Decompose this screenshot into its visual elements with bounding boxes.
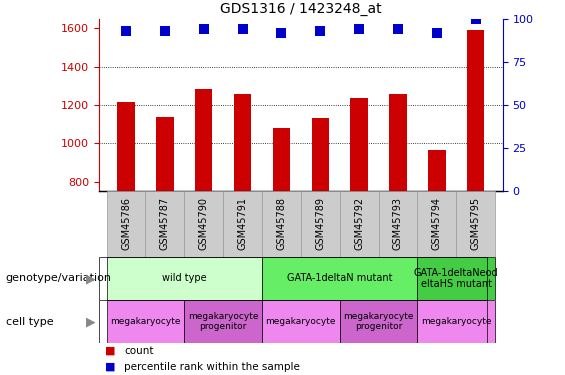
- Text: GSM45792: GSM45792: [354, 196, 364, 250]
- Text: megakaryocyte
progenitor: megakaryocyte progenitor: [344, 312, 414, 331]
- Text: percentile rank within the sample: percentile rank within the sample: [124, 362, 300, 372]
- Text: ■: ■: [105, 362, 115, 372]
- Bar: [301, 191, 340, 257]
- Bar: [428, 150, 446, 191]
- Bar: [418, 191, 457, 257]
- Text: GSM45791: GSM45791: [238, 196, 247, 249]
- Text: GSM45795: GSM45795: [471, 196, 481, 250]
- Text: ▶: ▶: [86, 272, 96, 285]
- Text: GSM45786: GSM45786: [121, 196, 131, 249]
- Bar: [195, 89, 212, 191]
- Point: [471, 16, 480, 22]
- Text: count: count: [124, 346, 154, 356]
- Bar: [379, 191, 418, 257]
- Text: wild type: wild type: [162, 273, 207, 284]
- Text: GSM45788: GSM45788: [276, 196, 286, 249]
- Bar: [107, 257, 262, 300]
- Point: [432, 30, 441, 36]
- Text: megakaryocyte: megakaryocyte: [110, 317, 181, 326]
- Text: GATA-1deltaNeod
eltaHS mutant: GATA-1deltaNeod eltaHS mutant: [414, 268, 498, 289]
- Bar: [350, 98, 368, 191]
- Bar: [262, 191, 301, 257]
- Text: megakaryocyte: megakaryocyte: [266, 317, 336, 326]
- Text: ■: ■: [105, 346, 115, 356]
- Point: [199, 26, 208, 32]
- Title: GDS1316 / 1423248_at: GDS1316 / 1423248_at: [220, 2, 382, 16]
- Point: [277, 30, 286, 36]
- Text: GSM45794: GSM45794: [432, 196, 442, 249]
- Bar: [389, 93, 407, 191]
- Bar: [418, 300, 495, 343]
- Point: [316, 28, 325, 34]
- Bar: [311, 118, 329, 191]
- Text: GSM45787: GSM45787: [160, 196, 170, 250]
- Bar: [262, 300, 340, 343]
- Bar: [118, 102, 135, 191]
- Text: megakaryocyte
progenitor: megakaryocyte progenitor: [188, 312, 258, 331]
- Text: GATA-1deltaN mutant: GATA-1deltaN mutant: [287, 273, 393, 284]
- Point: [160, 28, 170, 34]
- Point: [238, 26, 247, 32]
- Text: ▶: ▶: [86, 315, 96, 328]
- Bar: [107, 300, 184, 343]
- Text: GSM45789: GSM45789: [315, 196, 325, 249]
- Bar: [273, 128, 290, 191]
- Bar: [467, 30, 484, 191]
- Point: [393, 26, 402, 32]
- Text: GSM45790: GSM45790: [199, 196, 208, 249]
- Bar: [418, 257, 495, 300]
- Bar: [223, 191, 262, 257]
- Bar: [262, 257, 418, 300]
- Bar: [107, 191, 146, 257]
- Bar: [146, 191, 184, 257]
- Bar: [184, 300, 262, 343]
- Bar: [234, 94, 251, 191]
- Text: megakaryocyte: megakaryocyte: [421, 317, 492, 326]
- Bar: [340, 300, 418, 343]
- Bar: [184, 191, 223, 257]
- Text: cell type: cell type: [6, 316, 53, 327]
- Bar: [457, 191, 495, 257]
- Point: [355, 26, 364, 32]
- Text: genotype/variation: genotype/variation: [6, 273, 112, 284]
- Text: GSM45793: GSM45793: [393, 196, 403, 249]
- Bar: [340, 191, 379, 257]
- Point: [121, 28, 131, 34]
- Bar: [156, 117, 173, 191]
